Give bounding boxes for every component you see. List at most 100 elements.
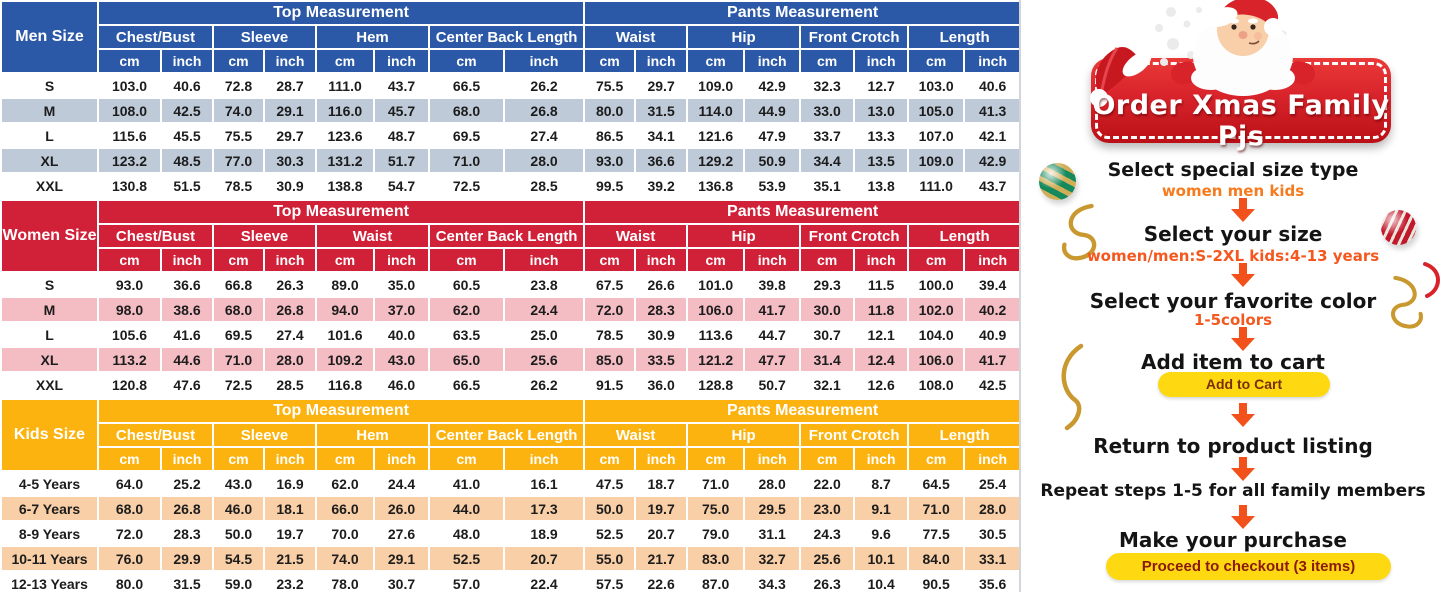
size-row-label: L [0, 122, 99, 149]
measurement-value: 40.6 [160, 72, 214, 99]
measurement-value: 31.5 [634, 97, 689, 124]
measurement-value: 41.7 [963, 346, 1023, 373]
measurement-value: 72.0 [583, 296, 637, 323]
proceed-checkout-button[interactable]: Proceed to checkout (3 items) [1106, 553, 1391, 580]
measurement-value: 26.8 [502, 97, 586, 124]
measurement-value: 44.7 [743, 321, 802, 348]
measurement-value: 13.5 [853, 147, 910, 174]
down-arrow-icon [1231, 403, 1255, 427]
measurement-value: 78.5 [212, 172, 265, 199]
unit-header-cm: cm [97, 48, 162, 74]
ribbon-curl-icon [1423, 262, 1440, 298]
measurement-value: 39.8 [743, 271, 802, 298]
measurement-value: 22.6 [634, 570, 689, 592]
measurement-value: 30.7 [799, 321, 856, 348]
measurement-value: 128.8 [686, 371, 746, 398]
column-group-header: Chest/Bust [97, 422, 214, 448]
measurement-value: 130.8 [97, 172, 162, 199]
measurement-value: 26.2 [502, 72, 586, 99]
size-row-label: XXL [0, 172, 99, 199]
measurement-value: 32.1 [799, 371, 856, 398]
measurement-value: 42.9 [963, 147, 1023, 174]
measurement-value: 84.0 [907, 545, 966, 572]
measurement-value: 71.0 [686, 470, 746, 497]
column-group-header: Waist [583, 24, 689, 50]
column-group-header: Length [907, 24, 1023, 50]
down-arrow-icon [1231, 505, 1255, 529]
measurement-value: 114.0 [686, 97, 746, 124]
measurement-value: 19.7 [263, 520, 317, 547]
measurement-value: 26.0 [373, 495, 430, 522]
measurement-value: 64.5 [907, 470, 966, 497]
measurement-value: 71.0 [212, 346, 265, 373]
measurement-value: 30.9 [634, 321, 689, 348]
measurement-value: 23.2 [263, 570, 317, 592]
column-group-header: Center Back Length [427, 24, 586, 50]
measurement-value: 123.2 [97, 147, 162, 174]
measurement-value: 55.0 [583, 545, 637, 572]
measurement-value: 41.6 [160, 321, 214, 348]
measurement-value: 31.5 [160, 570, 214, 592]
measurement-value: 72.0 [97, 520, 162, 547]
table-row: L 105.6 41.6 69.5 27.4 101.6 40.0 63.5 25.0 78.5 3… [0, 321, 1023, 348]
step-subtitle: women/men:S-2XL kids:4-13 years [1086, 247, 1380, 265]
measurement-value: 106.0 [907, 346, 966, 373]
measurement-value: 75.0 [686, 495, 746, 522]
measurement-value: 27.4 [263, 321, 317, 348]
measurement-value: 28.0 [963, 495, 1023, 522]
kids-size-table: Kids Size Top Measurement Pants Measuremen… [0, 398, 1023, 592]
measurement-value: 33.1 [963, 545, 1023, 572]
table-row: 10-11 Years 76.0 29.9 54.5 21.5 74.0 29.1 52.5 2… [0, 545, 1023, 572]
measurement-value: 40.9 [963, 321, 1023, 348]
measurement-value: 29.9 [160, 545, 214, 572]
measurement-value: 90.5 [907, 570, 966, 592]
measurement-value: 10.1 [853, 545, 910, 572]
measurement-value: 53.9 [743, 172, 802, 199]
measurement-value: 23.8 [502, 271, 586, 298]
measurement-value: 33.5 [634, 346, 689, 373]
unit-header-cm: cm [428, 247, 505, 273]
measurement-value: 85.0 [583, 346, 637, 373]
measurement-value: 11.5 [853, 271, 910, 298]
unit-header-cm: cm [799, 48, 856, 74]
measurement-value: 18.9 [502, 520, 586, 547]
measurement-value: 30.3 [263, 147, 317, 174]
unit-header-cm: cm [907, 247, 966, 273]
measurement-value: 111.0 [907, 172, 966, 199]
top-measurement-header: Top Measurement [96, 199, 586, 225]
table-row: XXL 130.8 51.5 78.5 30.9 138.8 54.7 72.5 28.5 99.… [0, 172, 1023, 199]
column-group-header: Hip [686, 24, 802, 50]
step-title: Make your purchase [1118, 528, 1347, 552]
column-group-header: Waist [583, 223, 689, 249]
column-group-header: Waist [583, 422, 689, 448]
measurement-value: 17.3 [502, 495, 586, 522]
measurement-value: 113.6 [686, 321, 746, 348]
unit-header-cm: cm [97, 446, 162, 472]
measurement-value: 109.0 [907, 147, 966, 174]
measurement-value: 29.5 [743, 495, 802, 522]
size-row-label: XXL [0, 371, 99, 398]
measurement-value: 75.5 [212, 122, 265, 149]
measurement-value: 25.0 [502, 321, 586, 348]
measurement-value: 54.5 [212, 545, 265, 572]
size-table: Women Size Top Measurement Pants Measureme… [0, 199, 1023, 398]
measurement-value: 69.5 [428, 122, 505, 149]
pants-measurement-header: Pants Measurement [583, 398, 1023, 424]
measurement-value: 83.0 [686, 545, 746, 572]
step-title: Select your size [1143, 222, 1323, 246]
order-guide-panel: Order Xmas Family Pjs [1021, 0, 1445, 592]
measurement-value: 68.0 [428, 97, 505, 124]
column-group-header: Sleeve [212, 24, 317, 50]
column-group-header: Waist [315, 223, 430, 249]
unit-header-inch: inch [634, 247, 689, 273]
measurement-value: 24.3 [799, 520, 856, 547]
measurement-value: 52.5 [583, 520, 637, 547]
measurement-value: 111.0 [315, 72, 375, 99]
measurement-value: 26.2 [502, 371, 586, 398]
measurement-value: 116.8 [315, 371, 375, 398]
measurement-value: 50.0 [583, 495, 637, 522]
unit-header-cm: cm [907, 48, 966, 74]
table-row: XL 123.2 48.5 77.0 30.3 131.2 51.7 71.0 28.0 93.0… [0, 147, 1023, 174]
add-to-cart-button[interactable]: Add to Cart [1158, 372, 1330, 397]
measurement-value: 66.5 [428, 371, 505, 398]
